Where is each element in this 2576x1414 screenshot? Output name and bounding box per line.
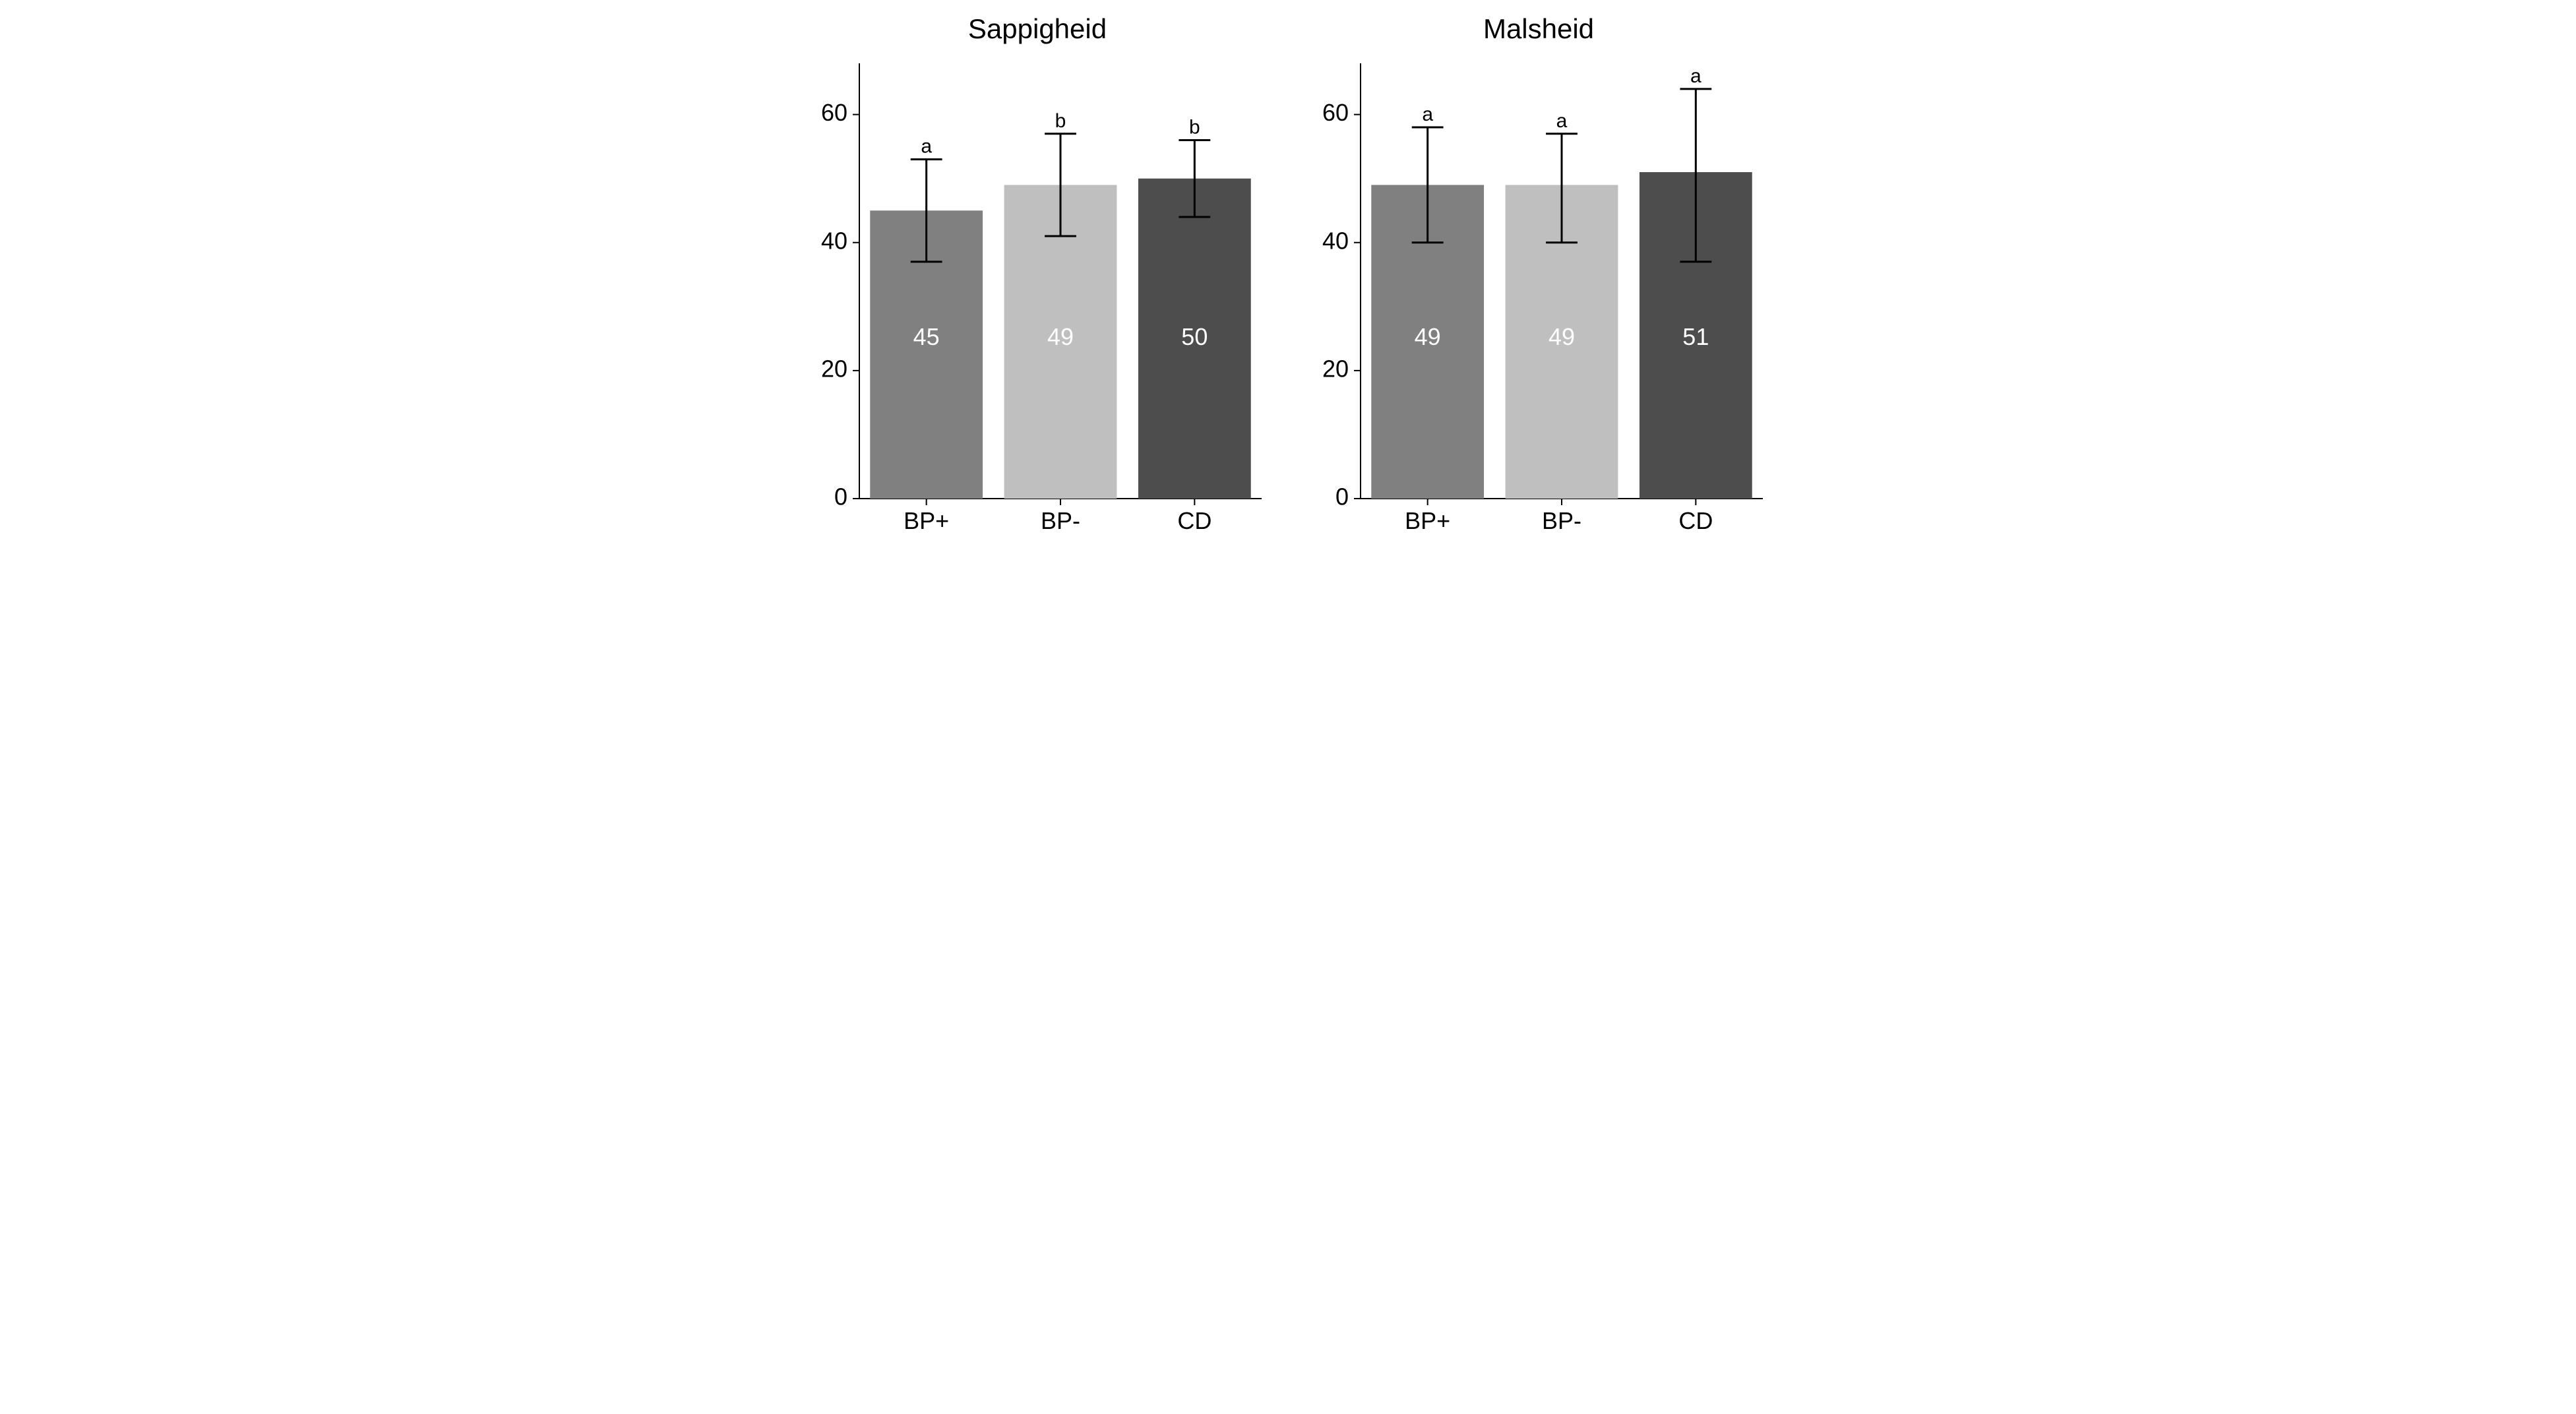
y-tick-label: 0 bbox=[834, 483, 847, 510]
bar-value-label: 49 bbox=[1549, 323, 1575, 350]
panel-0: Sappigheid 0 20 40 60 45 a BP+ 49 b BP- 50 b CD bbox=[800, 13, 1275, 541]
chart-container: Sappigheid020406045aBP+49bBP-50bCDMalshe… bbox=[13, 13, 2563, 541]
significance-letter: a bbox=[921, 136, 932, 158]
significance-letter: b bbox=[1055, 110, 1066, 132]
significance-letter: a bbox=[1422, 104, 1433, 125]
category-label: BP+ bbox=[904, 507, 949, 534]
chart-svg: 0 20 40 60 49 a BP+ 49 a BP- 51 a CD bbox=[1301, 50, 1776, 538]
significance-letter: b bbox=[1189, 116, 1200, 138]
category-label: BP+ bbox=[1405, 507, 1450, 534]
y-tick-label: 20 bbox=[1322, 355, 1349, 382]
panel-title: Sappigheid bbox=[800, 13, 1275, 45]
bar-value-label: 49 bbox=[1047, 323, 1074, 350]
chart-svg: 0 20 40 60 45 a BP+ 49 b BP- 50 b CD bbox=[800, 50, 1275, 538]
significance-letter: a bbox=[1690, 65, 1702, 87]
y-tick-label: 40 bbox=[1322, 227, 1349, 254]
significance-letter: a bbox=[1556, 110, 1568, 132]
category-label: CD bbox=[1678, 507, 1713, 534]
panel-title: Malsheid bbox=[1301, 13, 1776, 45]
y-tick-label: 20 bbox=[821, 355, 847, 382]
y-tick-label: 0 bbox=[1335, 483, 1349, 510]
y-tick-label: 60 bbox=[821, 99, 847, 126]
y-tick-label: 60 bbox=[1322, 99, 1349, 126]
bar-value-label: 45 bbox=[913, 323, 940, 350]
y-tick-label: 40 bbox=[821, 227, 847, 254]
category-label: BP- bbox=[1041, 507, 1080, 534]
bar-value-label: 49 bbox=[1415, 323, 1441, 350]
bar-value-label: 50 bbox=[1181, 323, 1208, 350]
bar-value-label: 51 bbox=[1682, 323, 1709, 350]
category-label: CD bbox=[1177, 507, 1211, 534]
category-label: BP- bbox=[1542, 507, 1581, 534]
panel-1: Malsheid 0 20 40 60 49 a BP+ 49 a BP- 51 a CD bbox=[1301, 13, 1776, 541]
